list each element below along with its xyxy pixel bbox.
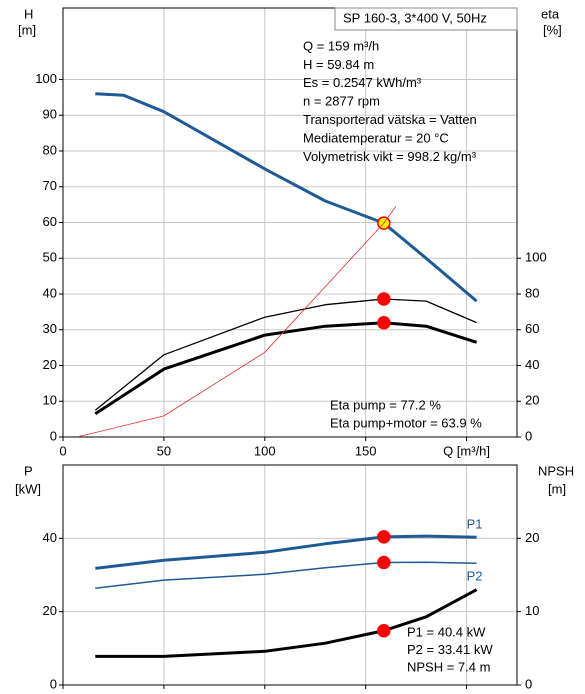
x-tick-label: 50 (157, 443, 171, 458)
curve (94, 298, 477, 411)
y2-tick-label: 20 (525, 530, 539, 545)
annotation: Eta pump = 77.2 % (330, 397, 441, 412)
x-tick-label: 100 (254, 443, 276, 458)
y-tick-label: 60 (43, 214, 57, 229)
curve (95, 561, 477, 589)
x-tick-label: Q [m³/h] (443, 443, 490, 458)
y2-axis-label: [m] (548, 481, 566, 496)
duty-point (377, 623, 391, 638)
chart-title: SP 160-3, 3*400 V, 50Hz (343, 10, 487, 25)
y-axis-label: [kW] (15, 481, 41, 496)
y2-tick-label: 40 (525, 357, 539, 372)
y2-axis-label: [%] (543, 22, 562, 37)
curve (95, 588, 478, 658)
duty-point (377, 555, 391, 570)
y-tick-label: 90 (43, 107, 57, 122)
y-tick-label: 80 (43, 142, 57, 157)
annotation: Eta pump+motor = 63.9 % (330, 415, 482, 430)
curve (94, 321, 478, 416)
duty-point (377, 292, 391, 306)
y2-tick-label: 80 (525, 285, 539, 300)
y2-tick-label: 0 (525, 676, 532, 691)
y2-axis-label: NPSH (538, 463, 574, 478)
y2-tick-label: 100 (525, 250, 547, 265)
series-label: P1 (467, 517, 483, 532)
y-axis-label: H (24, 6, 33, 21)
y-axis-label: P (24, 463, 33, 478)
title-box (334, 7, 518, 31)
duty-point (377, 530, 391, 544)
annotation: P1 = 40.4 kW (407, 624, 486, 639)
annotation: n = 2877 rpm (303, 94, 380, 109)
curve (95, 534, 477, 570)
annotation: Transporterad vätska = Vatten (303, 112, 477, 127)
annotation: Es = 0.2547 kWh/m³ (303, 75, 422, 90)
y2-tick-label: 60 (525, 321, 539, 336)
y-tick-label: 40 (43, 285, 57, 300)
annotation: P2 = 33.41 kW (407, 642, 493, 657)
x-tick-label: 150 (355, 443, 377, 458)
y-tick-label: 30 (43, 321, 57, 336)
annotation: NPSH = 7.4 m (407, 659, 490, 674)
y-tick-label: 70 (43, 178, 57, 193)
annotation: Q = 159 m³/h (303, 38, 379, 53)
plot-frame (62, 464, 518, 686)
annotation: Volymetrisk vikt = 998.2 kg/m³ (303, 149, 477, 164)
y-tick-label: 0 (50, 428, 57, 443)
y2-axis-label: eta (541, 6, 560, 21)
x-tick-label: 0 (59, 443, 66, 458)
y-tick-label: 40 (43, 530, 57, 545)
y-tick-label: 20 (43, 603, 57, 618)
curve (95, 92, 478, 303)
y-tick-label: 100 (35, 71, 57, 86)
y-tick-label: 50 (43, 250, 57, 265)
series-label: P2 (467, 569, 483, 584)
plot-frame (62, 7, 518, 438)
y-tick-label: 0 (50, 676, 57, 691)
y2-tick-label: 10 (525, 603, 539, 618)
annotation: Mediatemperatur = 20 °C (303, 130, 449, 145)
duty-point (377, 316, 391, 330)
y-tick-label: 20 (43, 357, 57, 372)
y-tick-label: 10 (43, 393, 57, 408)
y2-tick-label: 0 (525, 428, 532, 443)
curve (79, 206, 397, 437)
y2-tick-label: 20 (525, 393, 539, 408)
y-axis-label: [m] (18, 22, 36, 37)
annotation: H = 59.84 m (303, 57, 374, 72)
